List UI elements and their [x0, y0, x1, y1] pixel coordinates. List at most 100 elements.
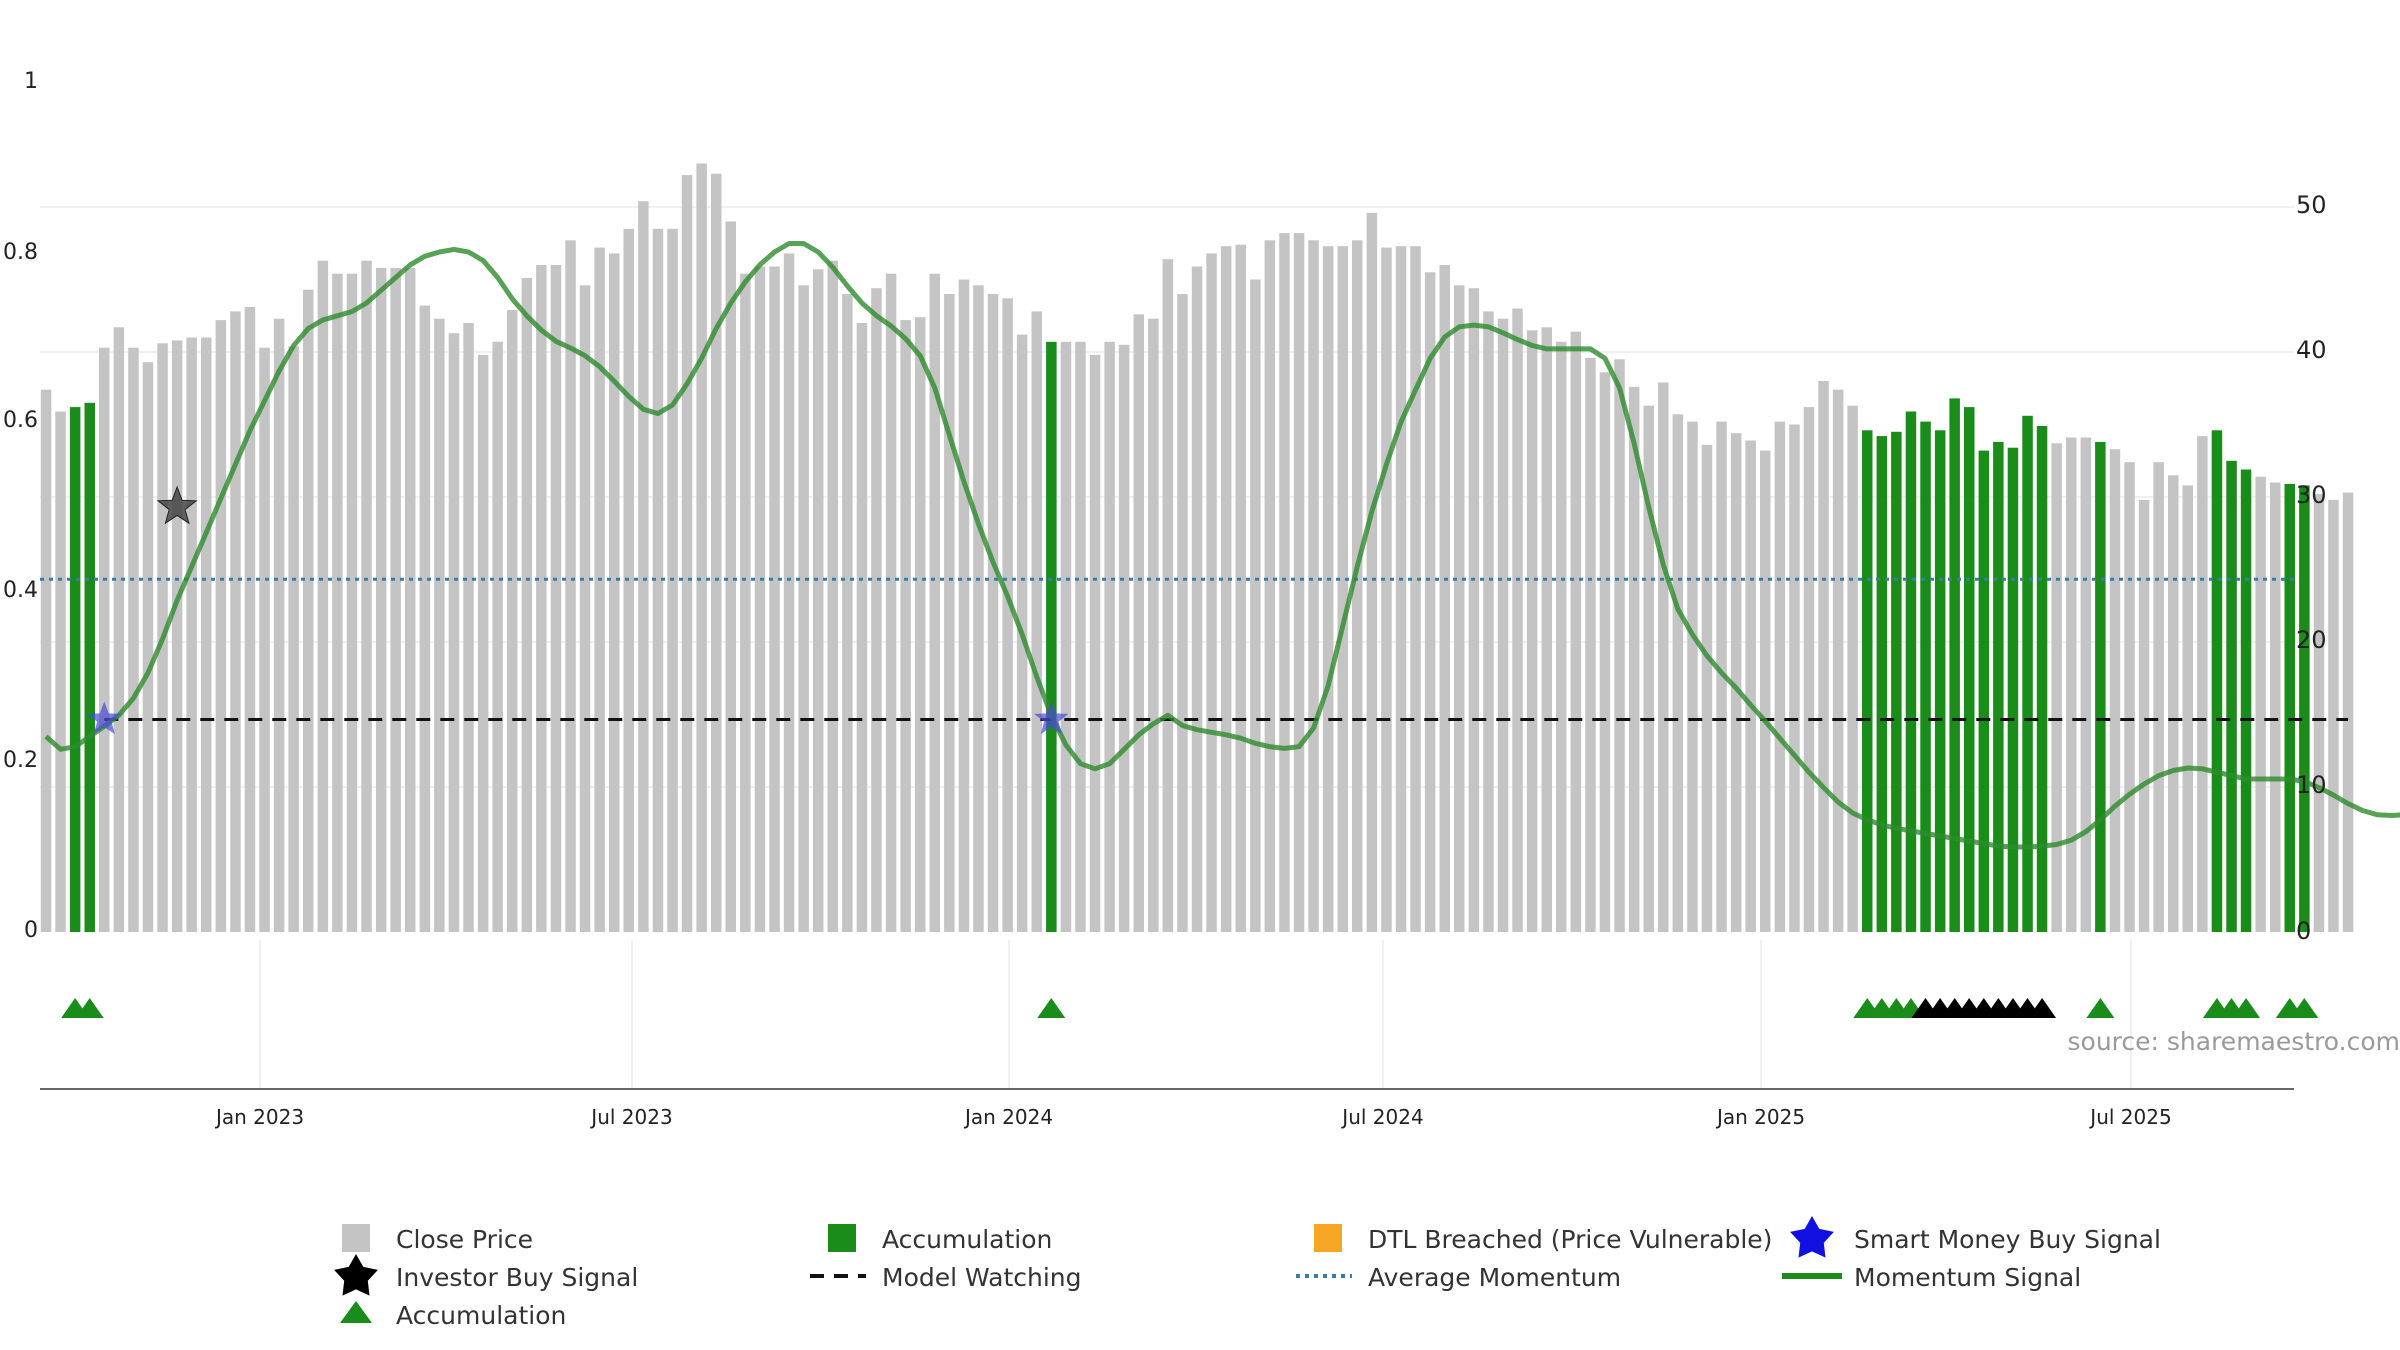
accumulation-bar [84, 402, 95, 933]
close-price-bar [638, 201, 649, 932]
close-price-bar [944, 294, 955, 932]
close-price-bar [2124, 462, 2135, 932]
close-price-bar [1395, 246, 1407, 932]
accumulation-bar [2095, 441, 2106, 932]
close-price-bar [1293, 233, 1305, 933]
accumulation-triangle [2290, 998, 2319, 1018]
close-price-bar [1526, 330, 1538, 933]
close-price-bar [2197, 436, 2208, 932]
legend-swatch-dtl-breached [1314, 1224, 1342, 1252]
close-price-bar [1250, 279, 1261, 932]
legend-swatch-accumulation-bar [828, 1224, 856, 1252]
close-price-bar [2051, 443, 2062, 932]
accumulation-bar [2036, 426, 2048, 932]
close-price-bar [1454, 285, 1465, 932]
right-tick-1: 10 [2296, 771, 2327, 799]
close-price-bar [1322, 246, 1334, 932]
x-tick-jan-2024: Jan 2024 [963, 1105, 1053, 1129]
legend-accumulation-triangle-icon [340, 1301, 372, 1323]
close-price-bar [346, 273, 358, 932]
close-price-bar [1337, 246, 1348, 932]
close-price-bar [1410, 246, 1421, 932]
legend-label-momentum: Momentum Signal [1854, 1263, 2081, 1292]
close-price-bar [171, 340, 183, 932]
close-price-bar [1512, 308, 1523, 932]
close-price-bar [1832, 389, 1844, 932]
accumulation-bar [1920, 421, 1931, 932]
accumulation-bar [1891, 431, 1902, 933]
close-price-bar [113, 327, 125, 932]
accumulation-triangle [75, 998, 104, 1018]
accumulation-triangle [1037, 998, 1066, 1018]
close-price-bar [696, 163, 707, 932]
legend-label-accumulation-bar: Accumulation [882, 1225, 1052, 1254]
close-price-bar [754, 266, 766, 932]
close-price-bar [1104, 341, 1115, 932]
close-price-bar [259, 347, 270, 932]
legend-smart-money-star-icon [1790, 1216, 1834, 1258]
close-price-bar [1745, 440, 1756, 932]
smart-money-star [1034, 701, 1069, 735]
close-price-bar [900, 320, 911, 933]
close-price-bar [1118, 344, 1130, 933]
close-price-bar [1774, 421, 1786, 932]
signal-markers [61, 485, 2319, 1018]
x-tick-jul-2024: Jul 2024 [1340, 1105, 1423, 1129]
close-price-bar [987, 294, 999, 932]
price-bars [40, 163, 2354, 933]
right-tick-3: 30 [2296, 481, 2327, 509]
close-price-bar [1366, 212, 1378, 933]
close-price-bar [1220, 246, 1232, 932]
close-price-bar [1089, 354, 1101, 932]
close-price-bar [521, 278, 533, 932]
close-price-bar [303, 289, 314, 932]
close-price-bar [915, 317, 926, 932]
close-price-bar [871, 288, 882, 932]
close-price-bar [550, 265, 562, 932]
close-price-bar [419, 305, 431, 933]
legend: Close Price Accumulation DTL Breached (P… [334, 1216, 2161, 1330]
accumulation-bar [2211, 430, 2223, 932]
close-price-bar [813, 269, 824, 932]
close-price-bar [1541, 327, 1552, 932]
close-price-bar [317, 260, 329, 932]
close-price-bar [798, 285, 809, 932]
close-price-bar [1177, 294, 1188, 932]
close-price-bar [783, 253, 795, 932]
axes: 0 0.2 0.4 0.6 0.8 1 0 10 20 30 40 50 Jan… [3, 69, 2400, 1129]
source-label: source: sharemaestro.com [2068, 1027, 2400, 1056]
close-price-bar [1439, 265, 1450, 932]
close-price-bar [1847, 405, 1858, 932]
close-price-bar [128, 347, 139, 932]
close-price-bar [565, 240, 576, 933]
accumulation-bar [1046, 341, 1057, 932]
close-price-bar [463, 323, 474, 932]
accumulation-bar [69, 407, 81, 933]
close-price-bar [477, 354, 489, 932]
close-price-bar [405, 267, 416, 932]
close-price-bar [2182, 485, 2193, 932]
accumulation-bar [2007, 447, 2019, 932]
close-price-bar [492, 341, 503, 932]
watching-triangle [2028, 998, 2057, 1018]
close-price-bar [1235, 244, 1246, 932]
close-price-bar [230, 311, 241, 932]
right-tick-2: 20 [2296, 626, 2327, 654]
close-price-bar [1803, 407, 1815, 933]
right-tick-5: 50 [2296, 191, 2327, 219]
close-price-bar [2342, 492, 2354, 932]
close-price-bar [1308, 240, 1319, 933]
legend-investor-star-icon [334, 1254, 378, 1296]
legend-label-investor: Investor Buy Signal [396, 1263, 638, 1292]
close-price-bar [1672, 414, 1684, 932]
right-tick-4: 40 [2296, 336, 2327, 364]
legend-label-average-momentum: Average Momentum [1368, 1263, 1621, 1292]
accumulation-bar [1949, 398, 1960, 932]
investor-buy-star [156, 485, 198, 525]
accumulation-bar [2022, 415, 2033, 932]
close-price-bar [1701, 444, 1713, 932]
close-price-bar [1424, 272, 1436, 933]
close-price-bar [740, 273, 751, 932]
accumulation-bar [2226, 460, 2237, 933]
close-price-bar [2255, 476, 2266, 932]
